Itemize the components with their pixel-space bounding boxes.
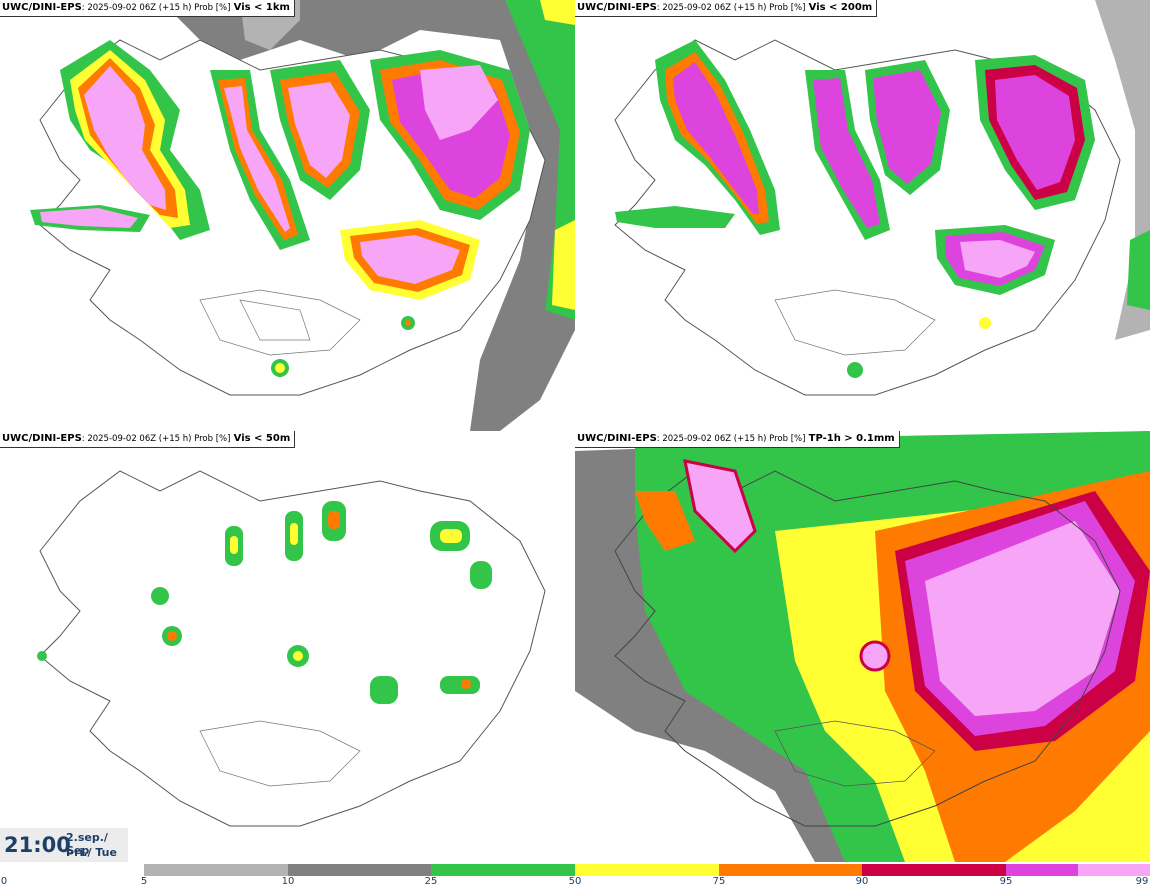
iceland-map bbox=[614, 0, 1150, 396]
prob-blob bbox=[328, 511, 340, 529]
prob-blob bbox=[37, 651, 47, 661]
prob-blob bbox=[440, 676, 480, 694]
legend-tick: 25 bbox=[424, 876, 438, 887]
legend-tick: 0 bbox=[0, 876, 8, 887]
prob-blob bbox=[461, 679, 471, 689]
prob-blob bbox=[167, 631, 177, 641]
panel-source: UWC/DINI-EPS bbox=[2, 433, 82, 444]
terrain-contour bbox=[774, 289, 936, 356]
panel-variable: Vis < 1km bbox=[233, 2, 290, 13]
prob-blob bbox=[420, 65, 498, 140]
prob-blob bbox=[290, 523, 298, 545]
panel-meta: : 2025-09-02 06Z (+15 h) Prob [%] bbox=[656, 434, 806, 444]
legend-tick: 75 bbox=[712, 876, 726, 887]
panel-source: UWC/DINI-EPS bbox=[577, 433, 657, 444]
prob-blob bbox=[995, 75, 1075, 190]
precip-field bbox=[683, 459, 757, 554]
prob-blob bbox=[288, 82, 350, 178]
iceland-map bbox=[30, 0, 575, 431]
legend-tick: 5 bbox=[140, 876, 148, 887]
offshore-field bbox=[552, 220, 575, 310]
precip-field bbox=[925, 521, 1120, 716]
panel-header: UWC/DINI-EPS: 2025-09-02 06Z (+15 h) Pro… bbox=[0, 431, 296, 448]
prob-blob bbox=[673, 62, 759, 214]
legend-tick: 50 bbox=[568, 876, 582, 887]
valid-time: 21:00 bbox=[4, 833, 71, 857]
terrain-contour bbox=[774, 720, 936, 787]
precip-field bbox=[859, 640, 891, 672]
map-panel-tp-1h: UWC/DINI-EPS: 2025-09-02 06Z (+15 h) Pro… bbox=[575, 431, 1150, 862]
prob-blob bbox=[360, 235, 460, 284]
panel-header: UWC/DINI-EPS: 2025-09-02 06Z (+15 h) Pro… bbox=[575, 0, 878, 17]
map-panel-vis-200m: UWC/DINI-EPS: 2025-09-02 06Z (+15 h) Pro… bbox=[575, 0, 1150, 431]
legend-swatch-95-99 bbox=[1006, 864, 1078, 876]
prob-blob bbox=[813, 78, 880, 228]
terrain-contour bbox=[199, 720, 361, 787]
prob-blob bbox=[370, 676, 398, 704]
legend-swatch-75-90 bbox=[719, 864, 862, 876]
prob-blob bbox=[405, 320, 411, 326]
prob-blob bbox=[151, 587, 169, 605]
prob-blob bbox=[979, 317, 991, 329]
panel-source: UWC/DINI-EPS bbox=[2, 2, 82, 13]
panel-variable: TP-1h > 0.1mm bbox=[808, 433, 895, 444]
legend-swatch-50-75 bbox=[575, 864, 719, 876]
prob-blob bbox=[293, 651, 303, 661]
panel-header: UWC/DINI-EPS: 2025-09-02 06Z (+15 h) Pro… bbox=[575, 431, 900, 448]
legend-tick: 10 bbox=[281, 876, 295, 887]
legend-tick: 95 bbox=[999, 876, 1013, 887]
prob-blob bbox=[440, 529, 462, 543]
valid-date: 2.sep./ Sep bbox=[66, 831, 108, 857]
prob-blob bbox=[470, 561, 492, 589]
iceland-map bbox=[37, 470, 546, 827]
prob-blob bbox=[230, 536, 238, 554]
legend-swatch-90-95 bbox=[862, 864, 1006, 876]
iceland-map bbox=[575, 431, 1150, 862]
terrain-contour bbox=[239, 299, 311, 341]
offshore-field bbox=[540, 0, 575, 25]
legend-swatch-99 bbox=[1078, 864, 1150, 876]
prob-blob bbox=[84, 66, 166, 210]
offshore-field bbox=[1127, 230, 1150, 310]
terrain-contour bbox=[199, 289, 361, 356]
prob-blob bbox=[960, 240, 1035, 278]
prob-blob bbox=[615, 206, 735, 228]
panel-variable: Vis < 50m bbox=[233, 433, 291, 444]
panel-meta: : 2025-09-02 06Z (+15 h) Prob [%] bbox=[81, 3, 231, 13]
map-panel-vis-1km: UWC/DINI-EPS: 2025-09-02 06Z (+15 h) Pro… bbox=[0, 0, 575, 431]
legend-swatch-10-25 bbox=[288, 864, 431, 876]
legend-swatch-5-10 bbox=[144, 864, 288, 876]
prob-blob bbox=[873, 70, 941, 184]
panel-source: UWC/DINI-EPS bbox=[577, 2, 657, 13]
legend-tick: 90 bbox=[855, 876, 869, 887]
prob-blob bbox=[40, 208, 138, 228]
valid-time-box: 21:00 2.sep./ Sep Þri./ Tue bbox=[0, 828, 128, 862]
panel-meta: : 2025-09-02 06Z (+15 h) Prob [%] bbox=[81, 434, 231, 444]
panel-meta: : 2025-09-02 06Z (+15 h) Prob [%] bbox=[656, 3, 806, 13]
probability-legend: 0 5 10 25 50 75 90 95 99 bbox=[0, 862, 1150, 891]
legend-tick: 99 bbox=[1135, 876, 1149, 887]
prob-blob bbox=[847, 362, 863, 378]
precip-field bbox=[635, 491, 695, 551]
island-outline bbox=[614, 470, 1121, 827]
valid-day: Þri./ Tue bbox=[66, 846, 117, 859]
map-panel-vis-50m: UWC/DINI-EPS: 2025-09-02 06Z (+15 h) Pro… bbox=[0, 431, 575, 862]
prob-blob bbox=[275, 363, 285, 373]
legend-swatch-25-50 bbox=[431, 864, 575, 876]
panel-header: UWC/DINI-EPS: 2025-09-02 06Z (+15 h) Pro… bbox=[0, 0, 295, 17]
prob-blob bbox=[224, 86, 290, 232]
panel-variable: Vis < 200m bbox=[808, 2, 873, 13]
